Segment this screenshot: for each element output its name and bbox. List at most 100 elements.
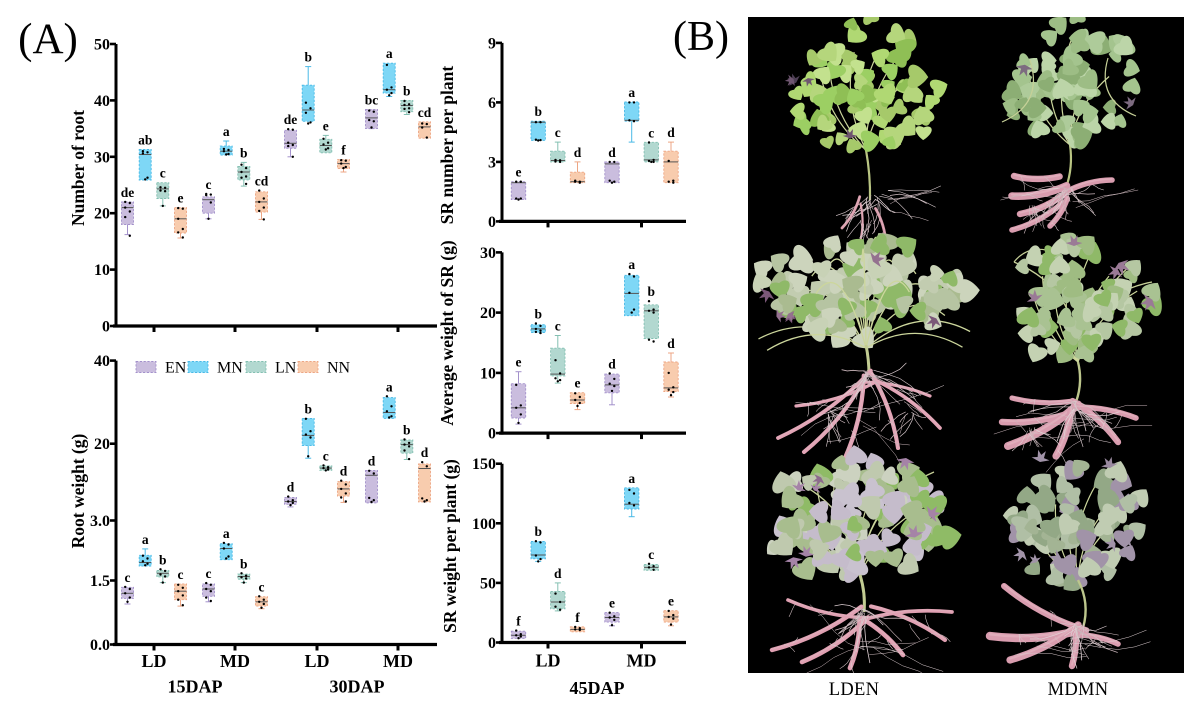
svg-text:10: 10: [480, 365, 496, 382]
svg-text:100: 100: [472, 516, 496, 533]
svg-text:150: 150: [472, 456, 496, 473]
svg-text:ab: ab: [138, 132, 152, 147]
svg-text:a: a: [386, 379, 393, 394]
svg-text:c: c: [160, 166, 166, 181]
svg-text:b: b: [240, 556, 248, 571]
svg-text:b: b: [240, 145, 248, 160]
svg-text:MD: MD: [627, 651, 657, 671]
svg-text:c: c: [206, 566, 212, 581]
svg-text:de: de: [121, 185, 135, 200]
svg-text:10: 10: [94, 262, 110, 279]
svg-text:d: d: [667, 336, 675, 351]
svg-text:Average weight of SR (g): Average weight of SR (g): [437, 240, 457, 425]
svg-text:9: 9: [488, 35, 496, 52]
svg-text:30DAP: 30DAP: [330, 677, 385, 697]
svg-text:e: e: [323, 118, 329, 133]
svg-text:MDMN: MDMN: [1048, 680, 1109, 700]
svg-text:de: de: [284, 112, 298, 127]
svg-text:45DAP: 45DAP: [570, 678, 625, 698]
svg-text:b: b: [304, 401, 312, 416]
svg-text:(B): (B): [673, 14, 729, 60]
svg-text:d: d: [574, 145, 582, 160]
svg-text:6: 6: [488, 95, 496, 112]
svg-text:d: d: [287, 480, 295, 495]
svg-text:a: a: [628, 85, 635, 100]
svg-text:b: b: [534, 524, 542, 539]
svg-text:3: 3: [488, 154, 496, 171]
svg-text:c: c: [555, 319, 561, 334]
svg-text:e: e: [668, 594, 674, 609]
svg-text:a: a: [386, 46, 393, 61]
svg-text:b: b: [534, 306, 542, 321]
svg-text:d: d: [340, 464, 348, 479]
svg-text:e: e: [516, 355, 522, 370]
svg-text:f: f: [516, 614, 521, 629]
svg-text:d: d: [368, 453, 376, 468]
svg-text:a: a: [628, 257, 635, 272]
svg-text:c: c: [178, 567, 184, 582]
svg-text:20: 20: [480, 305, 496, 322]
svg-text:Root weight (g): Root weight (g): [68, 433, 88, 548]
svg-text:3.0: 3.0: [90, 513, 110, 530]
svg-text:c: c: [323, 448, 329, 463]
svg-text:30: 30: [94, 149, 110, 166]
svg-text:c: c: [555, 125, 561, 140]
svg-text:MD: MD: [383, 651, 413, 671]
svg-text:30: 30: [480, 245, 496, 262]
svg-text:e: e: [609, 596, 615, 611]
svg-text:0: 0: [102, 319, 110, 336]
svg-text:EN: EN: [165, 360, 187, 377]
svg-text:0.0: 0.0: [90, 637, 110, 654]
svg-text:50: 50: [480, 575, 496, 592]
svg-text:40: 40: [94, 353, 110, 370]
svg-text:b: b: [403, 83, 411, 98]
svg-text:b: b: [403, 423, 411, 438]
svg-text:15DAP: 15DAP: [168, 677, 223, 697]
svg-text:d: d: [608, 145, 616, 160]
svg-text:c: c: [648, 547, 654, 562]
svg-text:0: 0: [488, 214, 496, 231]
svg-text:b: b: [648, 284, 656, 299]
svg-text:c: c: [259, 579, 265, 594]
svg-text:MD: MD: [220, 651, 250, 671]
svg-text:20: 20: [94, 206, 110, 223]
svg-text:b: b: [159, 552, 167, 567]
svg-text:f: f: [575, 610, 580, 625]
svg-text:e: e: [516, 165, 522, 180]
svg-text:LD: LD: [535, 651, 560, 671]
svg-text:c: c: [125, 570, 131, 585]
svg-text:b: b: [534, 104, 542, 119]
svg-text:20: 20: [94, 436, 110, 453]
svg-text:1.5: 1.5: [90, 573, 110, 590]
svg-text:d: d: [608, 356, 616, 371]
svg-text:f: f: [341, 143, 346, 158]
svg-text:LDEN: LDEN: [829, 680, 880, 700]
svg-text:cd: cd: [255, 174, 269, 189]
svg-text:d: d: [421, 445, 429, 460]
svg-text:b: b: [304, 50, 312, 65]
svg-text:cd: cd: [418, 105, 432, 120]
svg-text:SR weight per plant (g): SR weight per plant (g): [440, 459, 460, 633]
svg-text:bc: bc: [365, 92, 379, 107]
svg-text:a: a: [223, 526, 230, 541]
svg-text:e: e: [575, 376, 581, 391]
svg-text:LD: LD: [141, 651, 166, 671]
svg-text:0: 0: [488, 635, 496, 652]
svg-text:c: c: [648, 125, 654, 140]
svg-text:d: d: [667, 125, 675, 140]
svg-text:c: c: [206, 177, 212, 192]
svg-text:40: 40: [94, 93, 110, 110]
svg-text:LN: LN: [275, 360, 297, 377]
svg-text:a: a: [628, 471, 635, 486]
svg-text:e: e: [178, 191, 184, 206]
svg-text:a: a: [142, 532, 149, 547]
svg-text:a: a: [223, 124, 230, 139]
svg-text:SR number per plant: SR number per plant: [437, 66, 457, 225]
svg-text:(A): (A): [18, 16, 78, 63]
svg-text:50: 50: [94, 37, 110, 54]
svg-text:d: d: [554, 566, 562, 581]
svg-text:MN: MN: [217, 360, 243, 377]
svg-text:Number of root: Number of root: [68, 110, 88, 226]
svg-text:NN: NN: [327, 360, 351, 377]
svg-text:LD: LD: [304, 651, 329, 671]
